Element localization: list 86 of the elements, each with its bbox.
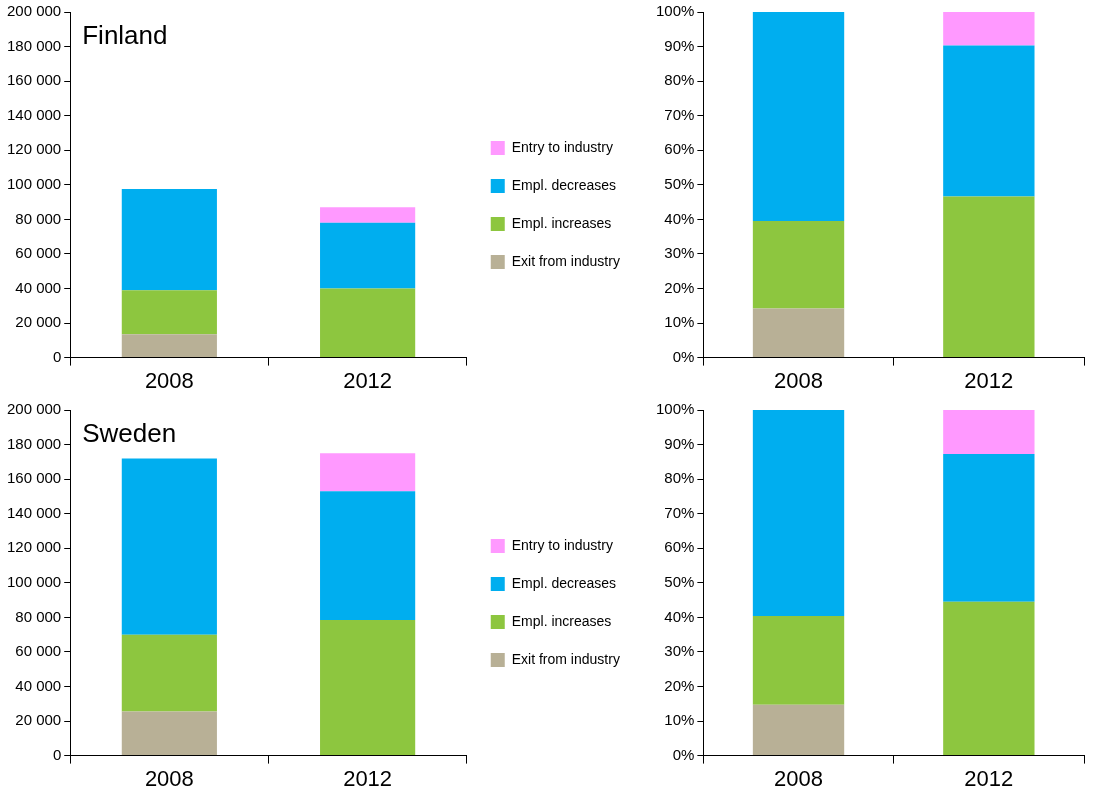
legend-label: Exit from industry <box>511 252 620 269</box>
y-tick-label: 200 000 <box>6 400 62 418</box>
y-tick-label: 0 <box>52 745 62 763</box>
y-tick-label: 20 000 <box>15 313 62 331</box>
y-tick-label: 40 000 <box>15 278 62 296</box>
y-tick-label: 0 <box>52 347 62 365</box>
y-tick-label: 60% <box>664 140 695 158</box>
y-tick-label: 50% <box>664 572 695 590</box>
y-tick-label: 80% <box>664 71 695 89</box>
bar <box>943 12 1035 46</box>
bar <box>121 458 217 635</box>
chart-title: Finland <box>82 20 168 51</box>
bar <box>752 410 845 616</box>
x-tick-label: 2008 <box>774 765 823 791</box>
x-tick-label: 2012 <box>343 765 393 791</box>
y-tick-label: 180 000 <box>6 434 62 452</box>
bar <box>320 491 416 620</box>
bar <box>320 288 416 358</box>
y-tick-label: 40% <box>664 607 695 625</box>
bar <box>943 45 1035 197</box>
bar <box>752 308 845 358</box>
legend-label: Empl. increases <box>511 214 612 231</box>
x-tick-label: 2012 <box>964 765 1014 791</box>
x-tick-label: 2008 <box>144 367 194 393</box>
legend-label: Empl. decreases <box>511 176 617 193</box>
y-tick-label: 30% <box>664 244 695 262</box>
y-tick-label: 50% <box>664 174 695 192</box>
bar <box>752 12 845 222</box>
y-tick-label: 60% <box>664 538 695 556</box>
legend-label: Empl. decreases <box>511 574 617 591</box>
y-tick-label: 80 000 <box>15 209 62 227</box>
y-tick-label: 120 000 <box>6 140 62 158</box>
y-tick-label: 140 000 <box>6 503 62 521</box>
bar <box>752 704 845 756</box>
y-tick-label: 120 000 <box>6 538 62 556</box>
y-tick-label: 10% <box>664 313 695 331</box>
x-tick-label: 2008 <box>144 765 194 791</box>
chart-title: Sweden <box>82 418 177 449</box>
y-tick-label: 140 000 <box>6 105 62 123</box>
x-tick-label: 2012 <box>964 367 1014 393</box>
y-tick-label: 20 000 <box>15 711 62 729</box>
legend-label: Exit from industry <box>511 650 620 667</box>
legend-label: Empl. increases <box>511 612 612 629</box>
y-tick-label: 60 000 <box>15 642 62 660</box>
y-tick-label: 100 000 <box>6 572 62 590</box>
y-tick-label: 60 000 <box>15 244 62 262</box>
y-tick-label: 70% <box>664 503 695 521</box>
y-tick-label: 200 000 <box>6 2 62 20</box>
bar <box>752 221 845 309</box>
y-tick-label: 90% <box>664 36 695 54</box>
y-tick-label: 80 000 <box>15 607 62 625</box>
x-tick-label: 2008 <box>774 367 823 393</box>
bar <box>121 711 217 756</box>
bar <box>121 634 217 712</box>
bar <box>320 222 416 289</box>
bar <box>121 189 217 291</box>
y-tick-label: 90% <box>664 434 695 452</box>
bar <box>121 334 217 358</box>
y-tick-label: 20% <box>664 278 695 296</box>
bar <box>943 601 1035 756</box>
y-tick-label: 160 000 <box>6 469 62 487</box>
y-tick-label: 20% <box>664 676 695 694</box>
bar <box>752 615 845 705</box>
bar <box>943 196 1035 358</box>
y-tick-label: 100% <box>655 400 695 418</box>
y-tick-label: 80% <box>664 469 695 487</box>
y-tick-label: 180 000 <box>6 36 62 54</box>
y-tick-label: 100% <box>655 2 695 20</box>
y-tick-label: 30% <box>664 642 695 660</box>
bar <box>320 619 416 756</box>
y-tick-label: 0% <box>672 745 695 763</box>
y-tick-label: 40 000 <box>15 676 62 694</box>
y-tick-label: 100 000 <box>6 174 62 192</box>
y-tick-label: 10% <box>664 711 695 729</box>
bar <box>943 453 1035 602</box>
legend-label: Entry to industry <box>511 138 613 155</box>
bar <box>320 207 416 223</box>
bar <box>121 290 217 335</box>
legend-label: Entry to industry <box>511 536 613 553</box>
y-tick-label: 0% <box>672 347 695 365</box>
x-tick-label: 2012 <box>343 367 393 393</box>
bar <box>320 453 416 492</box>
y-tick-label: 70% <box>664 105 695 123</box>
y-tick-label: 160 000 <box>6 71 62 89</box>
y-tick-label: 40% <box>664 209 695 227</box>
bar <box>943 410 1035 454</box>
